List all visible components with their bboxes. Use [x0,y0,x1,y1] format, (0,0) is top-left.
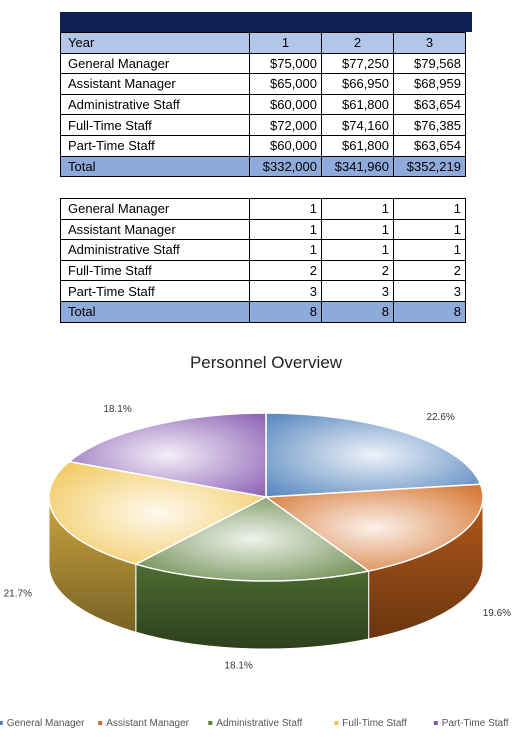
cell-value: $66,950 [321,73,394,95]
row-label: Administrative Staff [60,239,250,261]
header-label: Year [60,32,250,54]
table-header-row: Year 1 2 3 [60,32,466,54]
total-value: 8 [393,300,466,323]
header-year: 3 [393,32,466,54]
cell-value: $74,160 [321,114,394,136]
row-label: General Manager [60,52,250,75]
legend-swatch [334,721,339,725]
legend-item-assistant-manager: Assistant Manager [98,718,190,729]
total-value: $332,000 [249,155,322,178]
cell-value: $63,654 [393,93,466,116]
cell-value: $68,959 [393,73,466,95]
pie-depth [48,496,484,650]
header-year: 2 [321,32,394,54]
total-value: 8 [321,300,394,323]
legend-item-administrative-staff: Administrative Staff [208,718,302,729]
row-label: Assistant Manager [60,218,250,241]
pie-slice-administrative-staff [133,496,371,582]
row-label: Assistant Manager [60,73,250,95]
legend-swatch [433,721,438,725]
legend-label: Part-Time Staff [442,718,509,729]
legend-label: General Manager [7,718,85,729]
data-labels: 22.6% 19.6% 18.1% 21.7% 18.1% [4,404,512,672]
total-row: Total $332,000 $341,960 $352,219 [60,155,466,178]
data-label-general-manager: 22.6% [426,412,454,423]
total-value: $352,219 [393,155,466,178]
cell-value: $61,800 [321,134,394,157]
legend-item-general-manager: General Manager [0,718,85,729]
chart-title: Personnel Overview [190,353,343,372]
cell-value: $75,000 [249,52,322,75]
table-banner [60,12,472,32]
total-value: 8 [249,300,322,323]
total-label: Total [60,300,250,323]
legend-label: Assistant Manager [106,718,189,729]
legend-swatch [208,721,213,725]
pie-slice-part-time-staff [67,412,267,498]
pie-slice-general-manager [265,412,482,498]
row-label: Part-Time Staff [60,280,250,302]
legend-label: Full-Time Staff [342,718,407,729]
legend-item-part-time-staff: Part-Time Staff [433,718,509,729]
data-label-administrative-staff: 18.1% [224,661,252,672]
data-label-full-time-staff: 21.7% [4,588,32,599]
table-row: Part-Time Staff 3 3 3 [60,280,466,302]
table-row: Assistant Manager 1 1 1 [60,218,466,241]
cell-value: 2 [393,259,466,282]
legend-label: Administrative Staff [216,718,302,729]
cell-value: $76,385 [393,114,466,136]
legend-item-full-time-staff: Full-Time Staff [334,718,407,729]
pie-slices [48,412,484,582]
table-row: General Manager 1 1 1 [60,198,466,220]
legend-swatch [98,721,103,725]
total-value: $341,960 [321,155,394,178]
table-row: Assistant Manager $65,000 $66,950 $68,95… [60,73,466,95]
data-label-assistant-manager: 19.6% [483,608,511,619]
pie-slice-assistant-manager [263,483,484,572]
headcount-table: General Manager 1 1 1 Assistant Manager … [60,198,466,323]
legend: General Manager Assistant Manager Administ… [0,718,509,729]
table-row: Administrative Staff $60,000 $61,800 $63… [60,93,466,116]
table-row: Full-Time Staff $72,000 $74,160 $76,385 [60,114,466,136]
table-row: Administrative Staff 1 1 1 [60,239,466,261]
data-label-part-time-staff: 18.1% [103,404,131,415]
header-year: 1 [249,32,322,54]
total-label: Total [60,155,250,178]
cell-value: $77,250 [321,52,394,75]
cell-value: $60,000 [249,93,322,116]
legend-swatch [0,721,3,725]
row-label: Full-Time Staff [60,114,250,136]
total-row: Total 8 8 8 [60,300,466,323]
salary-table: Year 1 2 3 General Manager $75,000 $77,2… [60,32,466,178]
